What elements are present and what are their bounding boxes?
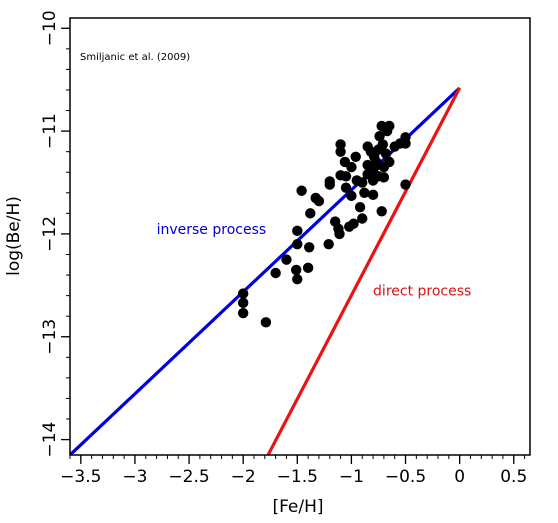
data-point (291, 264, 302, 276)
data-point (350, 151, 361, 163)
data-point (377, 139, 388, 150)
x-tick-label: 0 (454, 467, 465, 487)
data-points (237, 120, 411, 328)
x-tick-label: −1.5 (277, 467, 318, 487)
data-point (348, 218, 359, 229)
y-axis-title: log(Be/H) (4, 196, 24, 276)
data-point (384, 120, 395, 132)
direct-process-line (266, 87, 462, 455)
y-tick-label: −14 (40, 422, 60, 458)
plot-frame (69, 17, 531, 456)
data-point (346, 190, 357, 202)
data-point (357, 213, 368, 224)
data-point (270, 267, 281, 279)
data-point (380, 148, 392, 159)
x-tick-label: −3 (122, 467, 147, 487)
source-note: Smiljanic et al. (2009) (80, 52, 190, 63)
x-tick-label: −1 (339, 467, 364, 487)
data-point (237, 297, 249, 309)
x-tick-label: −3.5 (60, 467, 101, 487)
data-point (292, 225, 303, 237)
y-tick-label: −12 (40, 216, 60, 252)
data-point (302, 262, 314, 274)
y-tick-label: −10 (40, 10, 60, 46)
direct-process-label: direct process (373, 284, 471, 300)
data-point (296, 185, 307, 196)
data-point (367, 189, 379, 201)
x-tick-label: 0.5 (500, 467, 527, 487)
axis-ticks: −3.5 −3 −2.5 −2 −1.5 −1 −0.5 0 0.5 −14 −13 −12 −11 −1… (40, 10, 527, 487)
data-point (400, 132, 411, 143)
data-point (292, 273, 303, 285)
data-point (374, 131, 385, 142)
x-tick-label: −2 (231, 467, 256, 487)
data-point (357, 177, 368, 188)
data-point (305, 208, 316, 219)
x-axis-title: [Fe/H] (272, 497, 323, 517)
x-tick-label: −2.5 (168, 467, 209, 487)
data-point (237, 307, 249, 319)
data-point (310, 192, 321, 204)
data-point (292, 239, 303, 250)
y-tick-label: −11 (40, 113, 60, 149)
data-point (281, 254, 292, 265)
data-point (237, 288, 249, 299)
data-point (400, 179, 411, 190)
data-point (354, 201, 366, 213)
data-point (260, 317, 272, 328)
inverse-process-label: inverse process (157, 222, 267, 238)
data-point (335, 139, 346, 150)
data-point (334, 228, 345, 240)
y-tick-label: −13 (40, 319, 60, 355)
data-point (359, 187, 370, 198)
data-point (340, 182, 352, 193)
data-point (324, 176, 335, 187)
x-tick-label: −0.5 (385, 467, 426, 487)
data-point (340, 171, 352, 182)
data-point (378, 172, 390, 183)
data-point (304, 242, 315, 253)
data-point (346, 161, 357, 173)
data-point (376, 206, 387, 217)
data-point (384, 156, 395, 168)
data-point (335, 146, 346, 157)
data-point (370, 160, 381, 172)
data-point (323, 239, 334, 250)
